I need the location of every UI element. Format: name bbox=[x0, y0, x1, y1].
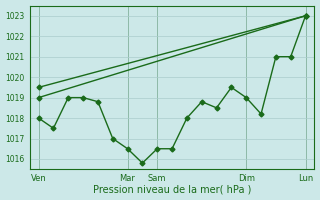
X-axis label: Pression niveau de la mer( hPa ): Pression niveau de la mer( hPa ) bbox=[93, 184, 251, 194]
